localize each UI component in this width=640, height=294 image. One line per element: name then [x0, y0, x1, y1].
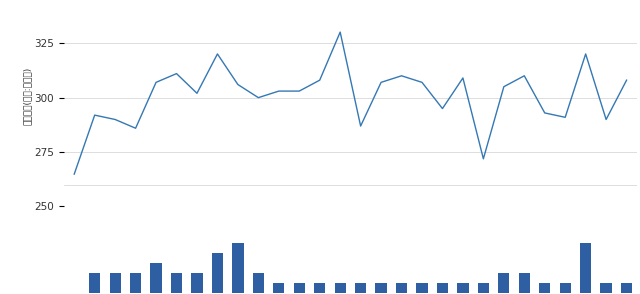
Y-axis label: 거래금액(단위:백만원): 거래금액(단위:백만원): [22, 66, 31, 125]
Bar: [477, 283, 489, 293]
Bar: [171, 273, 182, 293]
Bar: [130, 273, 141, 293]
Bar: [396, 283, 407, 293]
Bar: [580, 243, 591, 293]
Bar: [621, 283, 632, 293]
Bar: [232, 243, 243, 293]
Bar: [417, 283, 428, 293]
Bar: [335, 283, 346, 293]
Bar: [89, 273, 100, 293]
Bar: [539, 283, 550, 293]
Bar: [355, 283, 366, 293]
Bar: [150, 263, 162, 293]
Bar: [273, 283, 284, 293]
Bar: [109, 273, 121, 293]
Bar: [294, 283, 305, 293]
Bar: [253, 273, 264, 293]
Bar: [458, 283, 468, 293]
Bar: [600, 283, 612, 293]
Bar: [212, 253, 223, 293]
Bar: [437, 283, 448, 293]
Bar: [191, 273, 203, 293]
Bar: [314, 283, 325, 293]
Bar: [376, 283, 387, 293]
Bar: [559, 283, 571, 293]
Bar: [498, 273, 509, 293]
Bar: [518, 273, 530, 293]
